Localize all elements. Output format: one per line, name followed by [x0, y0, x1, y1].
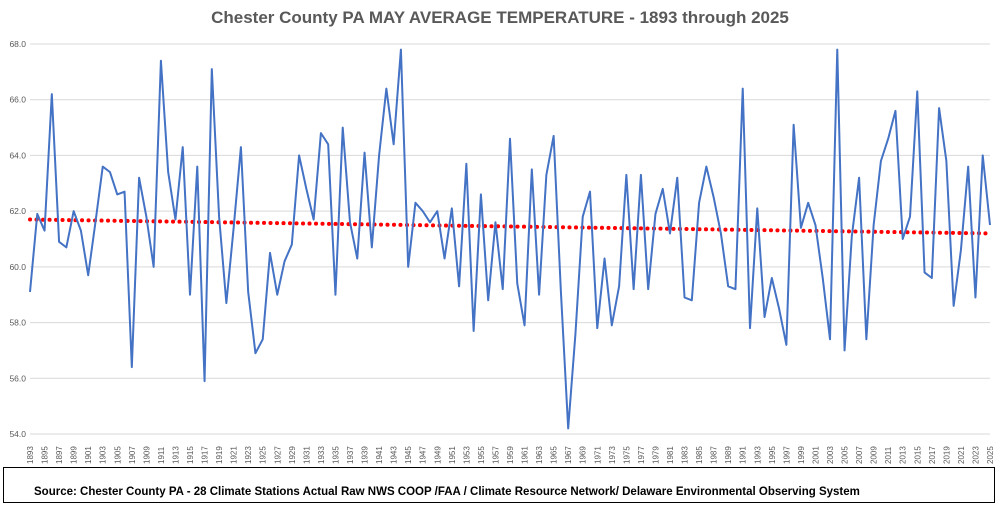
x-tick-label: 1921 [230, 446, 239, 464]
x-tick-label: 1927 [273, 446, 282, 464]
x-axis-ticks: 1893 1895 1897 1899 1901 1903 1905 1907 1909 1911… [26, 446, 995, 464]
y-tick-label: 68.0 [9, 39, 26, 49]
temperature-line [29, 48, 991, 430]
x-tick-label: 2009 [870, 446, 879, 464]
source-text: Source: Chester County PA - 28 Climate S… [34, 486, 860, 498]
chart-title: Chester County PA MAY AVERAGE TEMPERATUR… [211, 8, 789, 27]
x-tick-label: 1999 [797, 446, 806, 464]
x-tick-label: 1945 [404, 446, 413, 464]
x-tick-label: 2013 [899, 446, 908, 464]
x-tick-label: 1985 [695, 446, 704, 464]
x-tick-label: 1915 [186, 446, 195, 464]
x-tick-label: 1911 [157, 446, 166, 464]
x-tick-label: 1953 [462, 446, 471, 464]
y-axis-ticks: 54.0 56.0 58.0 60.0 62.0 64.0 66.0 68.0 [9, 39, 26, 439]
x-tick-label: 1895 [41, 446, 50, 464]
x-tick-label: 1919 [215, 446, 224, 464]
x-tick-label: 1909 [142, 446, 151, 464]
x-tick-label: 1983 [681, 446, 690, 464]
x-tick-label: 1959 [506, 446, 515, 464]
x-tick-label: 1939 [361, 446, 370, 464]
x-tick-label: 1925 [259, 446, 268, 464]
x-tick-label: 1951 [448, 446, 457, 464]
x-tick-label: 1961 [521, 446, 530, 464]
x-tick-label: 2011 [884, 446, 893, 464]
x-tick-label: 1903 [99, 446, 108, 464]
trend-line [28, 217, 992, 236]
line-chart: 54.056.058.060.062.064.066.068.0 1893 189… [9, 39, 995, 464]
y-tick-label: 54.0 [9, 429, 26, 439]
x-tick-label: 1973 [608, 446, 617, 464]
x-tick-label: 1899 [70, 446, 79, 464]
x-tick-label: 2015 [913, 446, 922, 464]
x-tick-label: 1979 [651, 446, 660, 464]
y-tick-label: 66.0 [9, 95, 26, 105]
x-tick-label: 1963 [535, 446, 544, 464]
y-tick-label: 60.0 [9, 262, 26, 272]
y-tick-label: 64.0 [9, 150, 26, 160]
x-tick-label: 1989 [724, 446, 733, 464]
temperature-series [29, 48, 991, 430]
x-tick-label: 1981 [666, 446, 675, 464]
x-tick-label: 2023 [971, 446, 980, 464]
x-tick-label: 2007 [855, 446, 864, 464]
x-tick-label: 1929 [288, 446, 297, 464]
x-tick-label: 1923 [244, 446, 253, 464]
x-tick-label: 1907 [128, 446, 137, 464]
y-tick-label: 58.0 [9, 318, 26, 328]
x-tick-label: 1987 [710, 446, 719, 464]
x-tick-label: 1991 [739, 446, 748, 464]
x-tick-label: 1997 [782, 446, 791, 464]
y-tick-label: 62.0 [9, 206, 26, 216]
x-tick-label: 1975 [622, 446, 631, 464]
trend-line-path [28, 217, 992, 236]
x-tick-label: 1947 [419, 446, 428, 464]
x-tick-label: 1977 [637, 446, 646, 464]
x-tick-label: 1937 [346, 446, 355, 464]
x-tick-label: 1971 [593, 446, 602, 464]
x-tick-label: 1893 [26, 446, 35, 464]
gridlines [30, 43, 990, 435]
x-tick-label: 1995 [768, 446, 777, 464]
x-tick-label: 2019 [942, 446, 951, 464]
x-tick-label: 1933 [317, 446, 326, 464]
x-tick-label: 1905 [113, 446, 122, 464]
x-tick-label: 1917 [201, 446, 210, 464]
x-tick-label: 1931 [302, 446, 311, 464]
x-tick-label: 1957 [491, 446, 500, 464]
x-tick-label: 1897 [55, 446, 64, 464]
x-tick-label: 2001 [811, 446, 820, 464]
x-tick-label: 1969 [579, 446, 588, 464]
x-tick-label: 2017 [928, 446, 937, 464]
x-tick-label: 1949 [433, 446, 442, 464]
x-tick-label: 2021 [957, 446, 966, 464]
x-tick-label: 1901 [84, 446, 93, 464]
x-tick-label: 1967 [564, 446, 573, 464]
x-tick-label: 1965 [550, 446, 559, 464]
source-box: Source: Chester County PA - 28 Climate S… [3, 467, 995, 503]
x-tick-label: 1943 [390, 446, 399, 464]
x-tick-label: 2005 [841, 446, 850, 464]
x-tick-label: 1955 [477, 446, 486, 464]
x-tick-label: 1913 [171, 446, 180, 464]
x-tick-label: 1993 [753, 446, 762, 464]
x-tick-label: 1941 [375, 446, 384, 464]
x-tick-label: 2025 [986, 446, 995, 464]
y-tick-label: 56.0 [9, 373, 26, 383]
x-tick-label: 1935 [331, 446, 340, 464]
x-tick-label: 2003 [826, 446, 835, 464]
